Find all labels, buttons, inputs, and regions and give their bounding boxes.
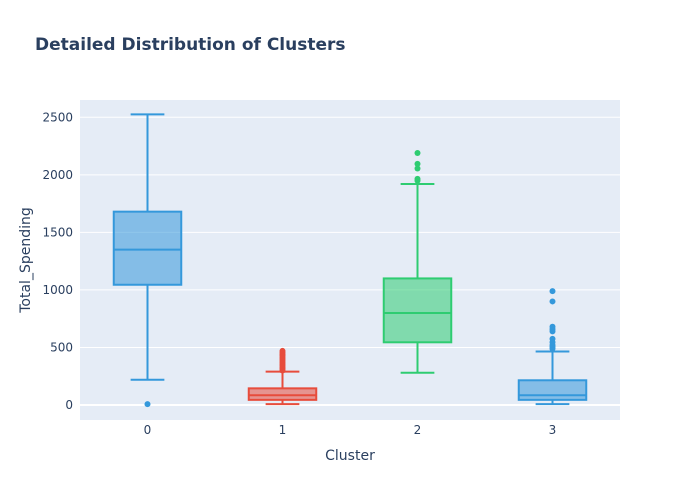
outlier-point xyxy=(414,165,421,172)
outlier-point xyxy=(549,288,556,295)
iqr-box xyxy=(517,379,588,401)
y-tick-labels: 0 500 1000 1500 2000 2500 xyxy=(42,110,73,412)
y-axis-label: Total_Spending xyxy=(18,207,34,314)
x-tick-label: 3 xyxy=(549,423,557,437)
x-tick-labels: 0 1 2 3 xyxy=(144,423,557,437)
outlier-point xyxy=(549,335,556,342)
outlier-point xyxy=(414,149,421,156)
y-tick-label: 1500 xyxy=(42,225,73,239)
iqr-box xyxy=(382,277,453,344)
box-trace-2 xyxy=(382,149,453,374)
box-trace-1 xyxy=(247,347,318,406)
x-axis-label: Cluster xyxy=(325,448,375,464)
outlier-point xyxy=(549,323,556,330)
outlier-point xyxy=(414,160,421,167)
y-tick-label: 0 xyxy=(65,398,73,412)
box-traces xyxy=(112,113,588,408)
outlier-point xyxy=(144,401,151,408)
y-tick-label: 2000 xyxy=(42,168,73,182)
y-tick-label: 2500 xyxy=(42,110,73,124)
iqr-box xyxy=(247,387,318,401)
box-trace-0 xyxy=(112,113,183,408)
x-tick-label: 2 xyxy=(414,423,422,437)
y-tick-label: 1000 xyxy=(42,283,73,297)
box-trace-3 xyxy=(517,288,588,406)
outlier-point xyxy=(279,347,286,354)
outlier-point xyxy=(549,298,556,305)
chart-title: Detailed Distribution of Clusters xyxy=(35,35,346,55)
x-tick-label: 1 xyxy=(279,423,287,437)
x-tick-label: 0 xyxy=(144,423,152,437)
outlier-point xyxy=(414,175,421,182)
y-tick-label: 500 xyxy=(50,340,73,354)
iqr-box xyxy=(112,210,183,286)
